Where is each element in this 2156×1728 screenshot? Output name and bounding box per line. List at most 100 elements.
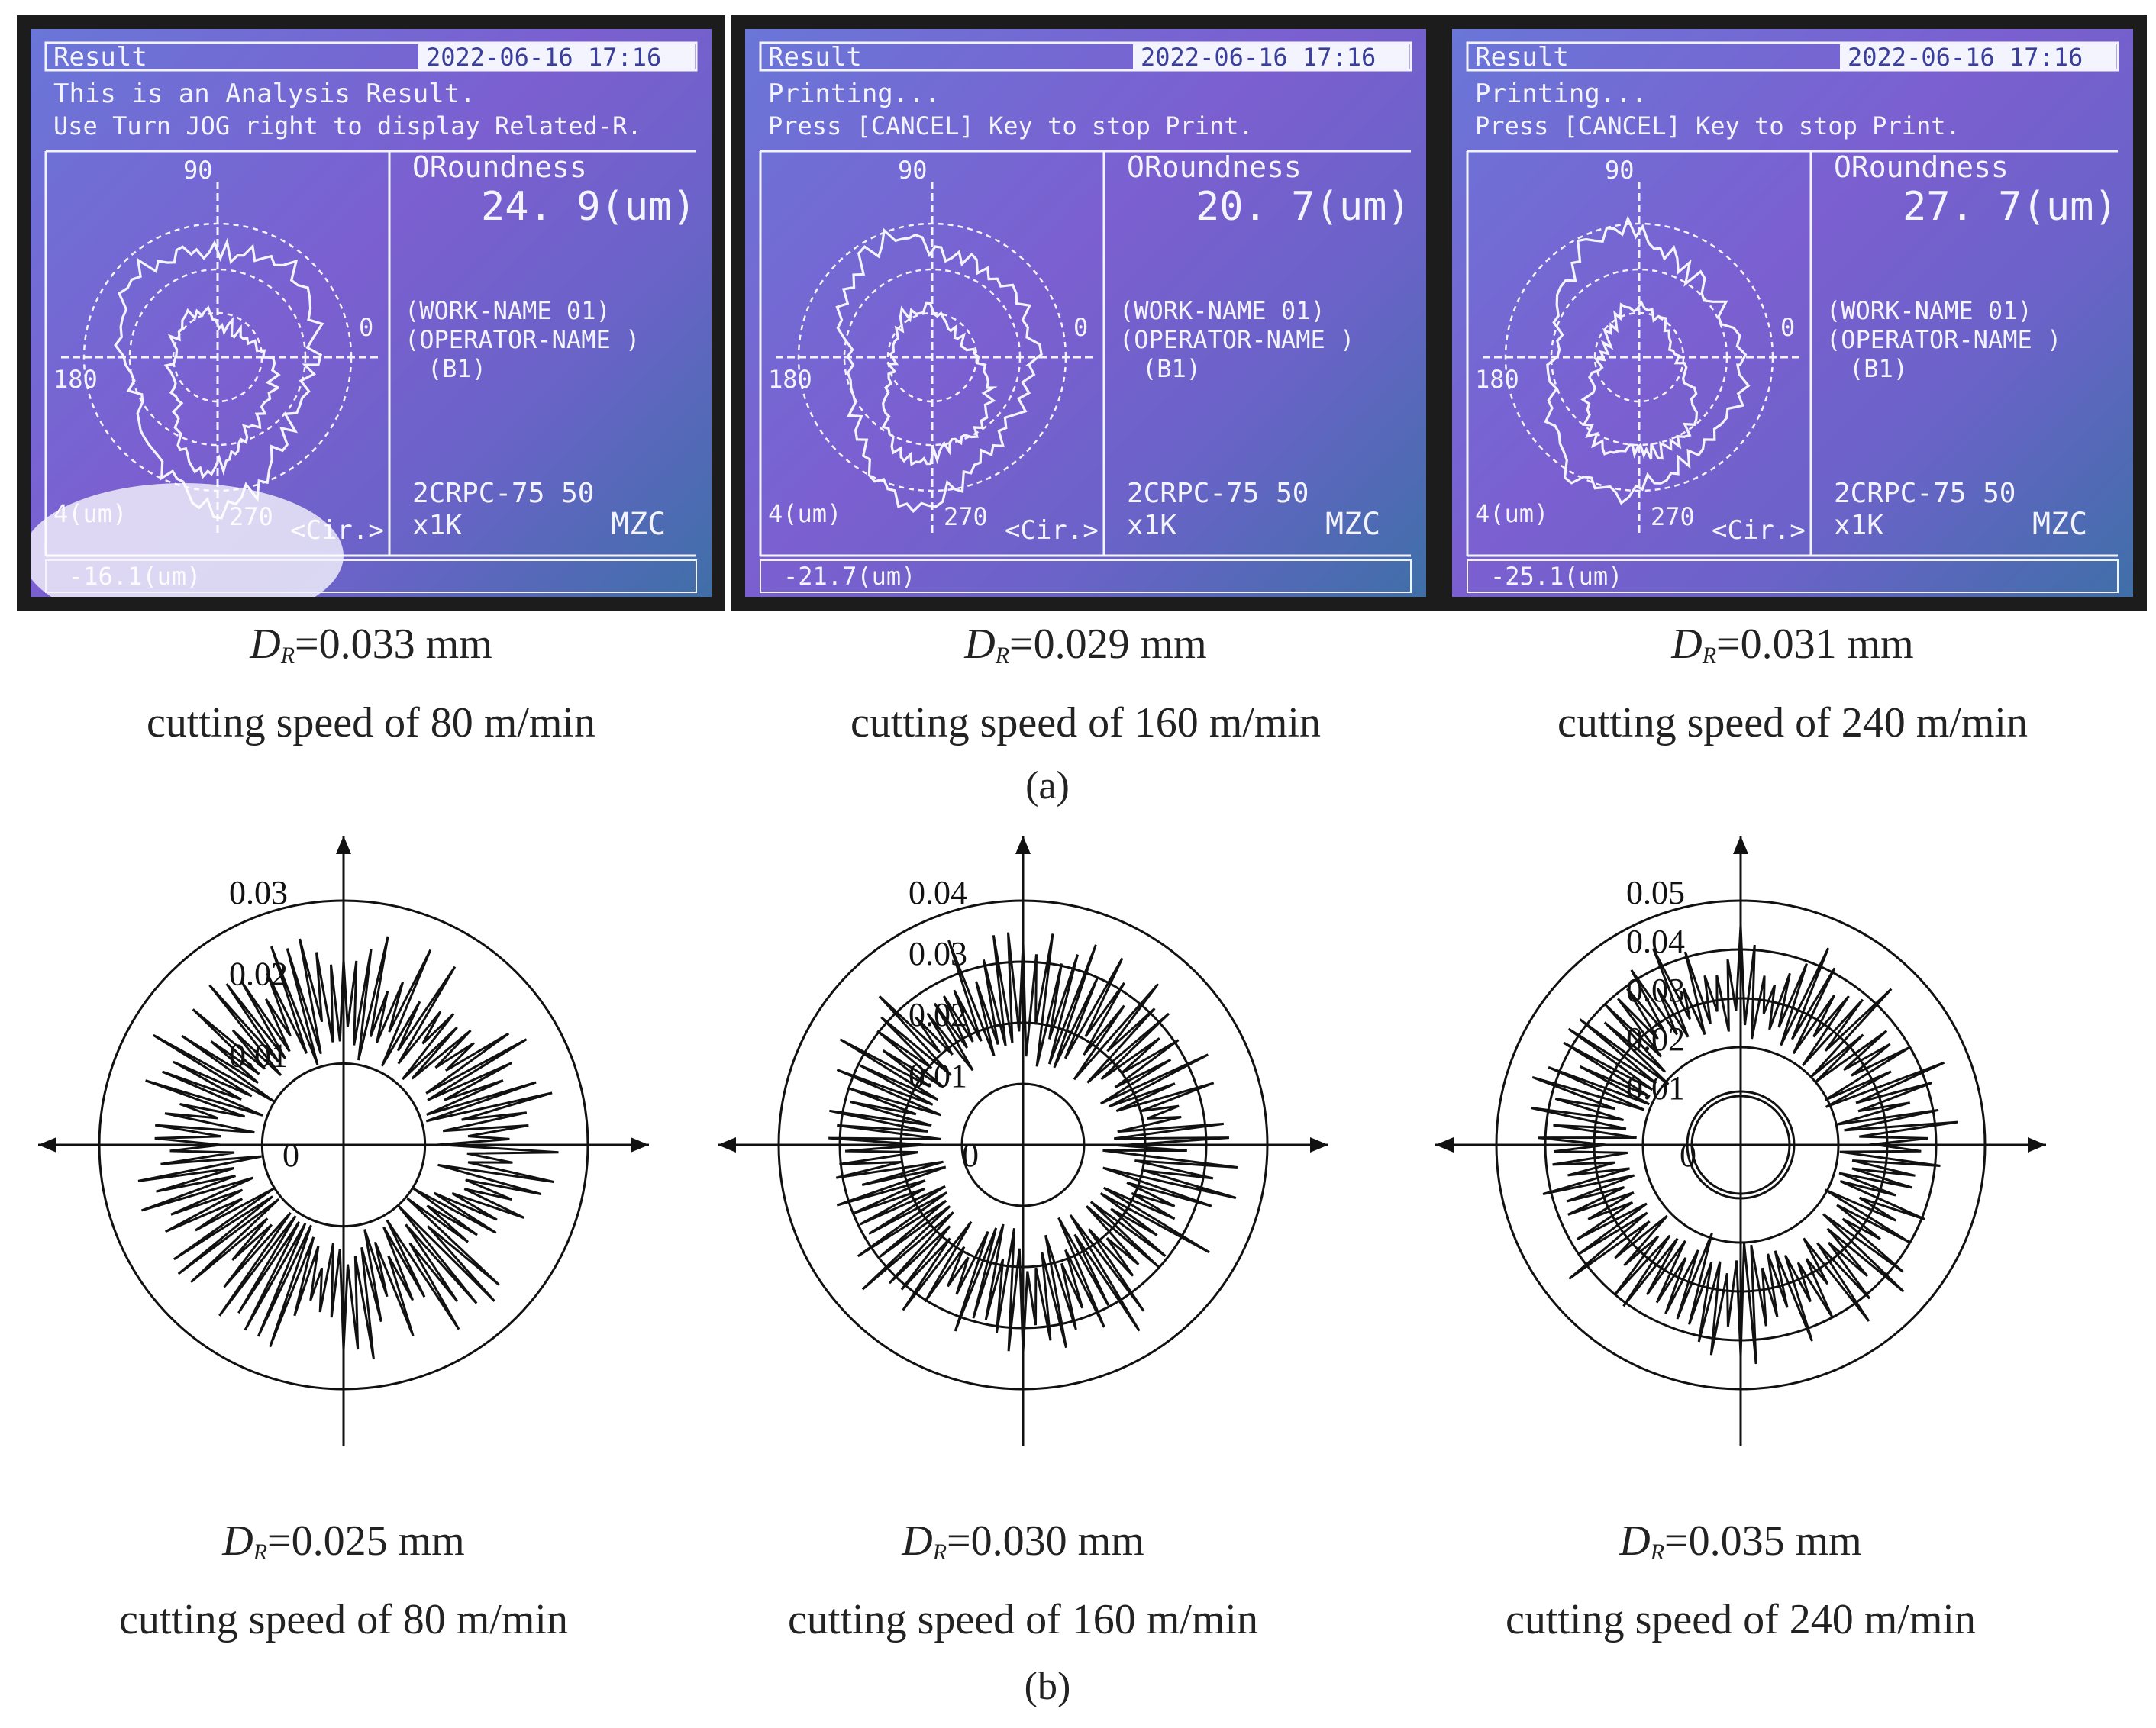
axis-arrowhead — [1310, 1137, 1328, 1153]
caption-symbol: D — [964, 621, 996, 668]
roundness-tester-screen: Result 2022-06-16 17:16 Printing... Press [… — [731, 15, 1440, 611]
caption-symbol: D — [250, 621, 281, 668]
part-a-label: (a) — [1025, 764, 1070, 808]
roundness-tester-screen: Result 2022-06-16 17:16 This is an Analysi… — [17, 15, 725, 611]
screen-glare — [31, 483, 344, 597]
caption-subscript: R — [995, 643, 1010, 668]
operator-code: (B1) — [1849, 354, 1908, 383]
radial-tick-label: 0 — [1680, 1136, 1696, 1174]
roundness-profile-trace — [881, 301, 998, 466]
lcd-header-date: 2022-06-16 17:16 — [1848, 43, 2083, 72]
circle-mode-label: <Cir.> — [1712, 515, 1806, 546]
radial-tick-label: 0 — [282, 1136, 299, 1174]
deviation-value: =0.025 mm — [267, 1517, 465, 1565]
caption-subscript: R — [280, 643, 295, 668]
lcd-date-highlight — [418, 44, 695, 69]
cutting-speed: cutting speed of 80 m/min — [119, 1596, 568, 1643]
screen-caption: DR=0.033 mm cutting speed of 80 m/min — [2, 611, 741, 756]
operator-name: (OPERATOR-NAME ) — [1119, 325, 1354, 354]
angle-label-270: 270 — [1651, 502, 1695, 531]
axis-arrowhead — [38, 1137, 56, 1153]
screen-caption: DR=0.031 mm cutting speed of 240 m/min — [1423, 611, 2156, 756]
axis-arrowhead — [718, 1137, 736, 1153]
radial-deviation-trace — [828, 932, 1238, 1352]
angle-label-90: 90 — [898, 156, 928, 185]
roundness-label: ORoundness — [412, 150, 587, 184]
roundness-label: ORoundness — [1127, 150, 1302, 184]
circle-mode-label: <Cir.> — [1005, 515, 1099, 546]
angle-label-90: 90 — [183, 156, 213, 185]
lcd-header-title: Result — [53, 42, 147, 73]
radial-tick-label: 0 — [962, 1136, 979, 1174]
lcd-header-date: 2022-06-16 17:16 — [426, 43, 661, 72]
roundness-profile-trace — [163, 305, 281, 479]
lcd-header-bar — [44, 41, 698, 72]
plot-caption: DR=0.025 mm cutting speed of 80 m/min — [0, 1507, 702, 1653]
caption-subscript: R — [253, 1539, 268, 1565]
angle-label-180: 180 — [53, 365, 98, 394]
lcd-header-bar — [759, 41, 1412, 72]
deviation-value: =0.035 mm — [1664, 1517, 1862, 1565]
axis-arrowhead — [1435, 1137, 1454, 1153]
angle-label-180: 180 — [1475, 365, 1519, 394]
roundness-tester-screen: Result 2022-06-16 17:16 Printing... Press [… — [1438, 15, 2147, 611]
filter-setting: 2CRPC-75 50 — [1127, 478, 1309, 509]
magnification: x1K — [412, 510, 462, 541]
filter-setting: 2CRPC-75 50 — [1834, 478, 2016, 509]
deviation-value: =0.029 mm — [1009, 621, 1207, 668]
roundness-value: 20. 7(um) — [1196, 184, 1411, 230]
deviation-value: =0.030 mm — [947, 1517, 1144, 1565]
caption-symbol: D — [902, 1517, 933, 1565]
evaluation-method: MZC — [1325, 507, 1380, 542]
radial-deviation-trace — [137, 936, 559, 1359]
polar-deviation-plot: 0 0.01 0.02 0.03 0.04 0.05 — [1428, 832, 2054, 1462]
caption-subscript: R — [932, 1539, 947, 1565]
lcd-footer-value: -21.7(um) — [783, 562, 915, 591]
cutting-speed: cutting speed of 160 m/min — [850, 699, 1321, 746]
roundness-profile-trace — [114, 237, 324, 520]
lcd-footer-box — [45, 559, 697, 593]
caption-subscript: R — [1702, 643, 1717, 668]
filter-setting: 2CRPC-75 50 — [412, 478, 594, 509]
axis-arrowhead — [1015, 836, 1031, 854]
lcd-header-title: Result — [1475, 42, 1569, 73]
operator-code: (B1) — [428, 354, 486, 383]
polar-scale-label: 4(um) — [768, 499, 841, 528]
polar-scale-label: 4(um) — [1475, 499, 1548, 528]
lcd-display: Result 2022-06-16 17:16 Printing...Press [… — [1466, 41, 2119, 593]
work-name: (WORK-NAME 01) — [1119, 296, 1325, 325]
lcd-message-line-1: This is an Analysis Result. — [53, 79, 476, 109]
lcd-message-line-1: Printing... — [1475, 79, 1647, 109]
caption-symbol: D — [222, 1517, 253, 1565]
screen-caption: DR=0.029 mm cutting speed of 160 m/min — [716, 611, 1455, 756]
plot-caption: DR=0.030 mm cutting speed of 160 m/min — [664, 1507, 1382, 1653]
polar-deviation-plot: 0 0.01 0.02 0.03 0.04 — [710, 832, 1336, 1462]
caption-symbol: D — [1671, 621, 1703, 668]
lcd-header-bar — [1466, 41, 2119, 72]
lcd-date-highlight — [1840, 44, 2116, 69]
magnification: x1K — [1127, 510, 1176, 541]
radial-tick-label: 0.02 — [229, 956, 288, 993]
lcd-header-title: Result — [768, 42, 862, 73]
axis-arrowhead — [336, 836, 351, 854]
cutting-speed: cutting speed of 240 m/min — [1506, 1596, 1976, 1643]
axis-arrowhead — [631, 1137, 649, 1153]
evaluation-method: MZC — [611, 507, 666, 542]
work-name: (WORK-NAME 01) — [405, 296, 611, 325]
operator-name: (OPERATOR-NAME ) — [405, 325, 640, 354]
lcd-header-date: 2022-06-16 17:16 — [1141, 43, 1376, 72]
roundness-profile-trace — [1544, 215, 1751, 505]
radial-tick-label: 0.05 — [1626, 874, 1685, 911]
axis-arrowhead — [2028, 1137, 2046, 1153]
lcd-footer-box — [760, 559, 1412, 593]
cutting-speed: cutting speed of 160 m/min — [788, 1596, 1258, 1643]
angle-label-90: 90 — [1605, 156, 1635, 185]
part-b-label: (b) — [1024, 1665, 1071, 1708]
lcd-display: Result 2022-06-16 17:16 Printing...Press [… — [759, 41, 1412, 593]
lcd-message-line-2: Press [CANCEL] Key to stop Print. — [1475, 111, 1961, 140]
polar-deviation-plot: 0 0.01 0.02 0.03 — [31, 832, 657, 1462]
axis-arrowhead — [1733, 836, 1748, 854]
plot-caption: DR=0.035 mm cutting speed of 240 m/min — [1382, 1507, 2100, 1653]
radial-tick-label: 0.03 — [229, 874, 288, 911]
lcd-display: Result 2022-06-16 17:16 This is an Analysi… — [31, 41, 698, 597]
